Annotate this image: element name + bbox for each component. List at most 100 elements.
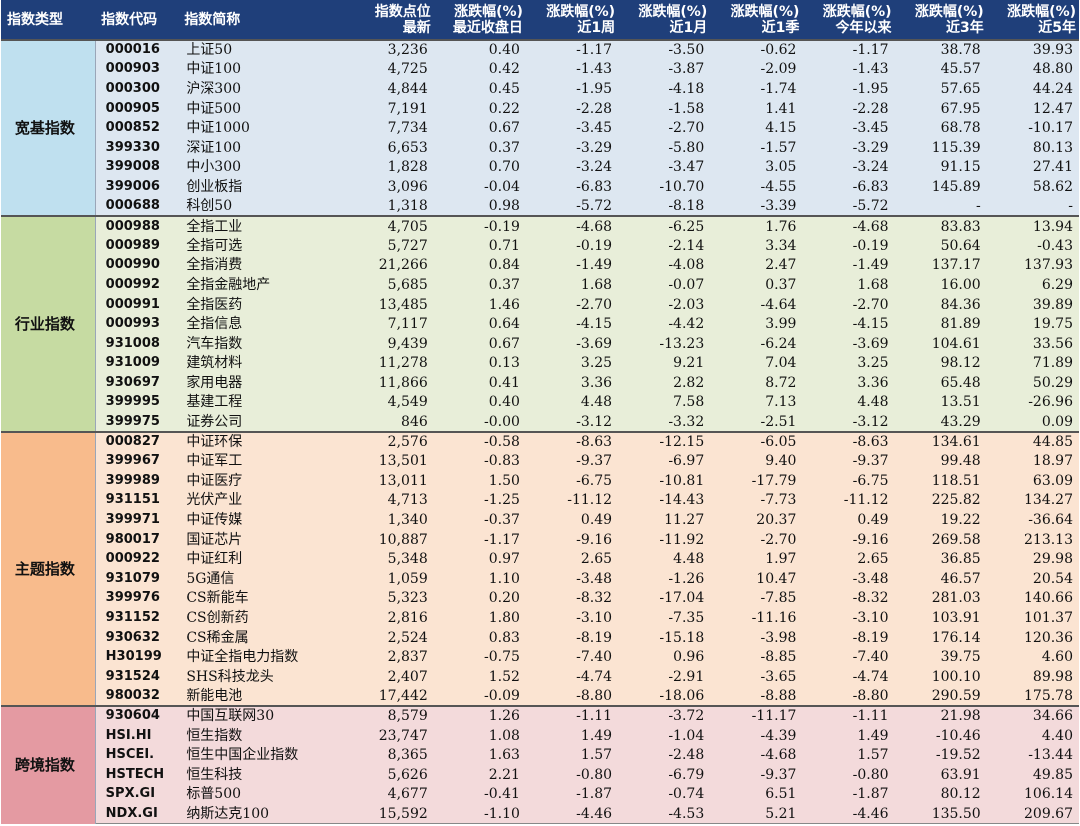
change-5y: 63.09: [1032, 472, 1073, 489]
change-3y: 21.98: [894, 705, 987, 726]
change-1m: -12.15: [618, 430, 711, 452]
change-1m: -1.58: [668, 100, 705, 117]
change-1w: 3.36: [580, 374, 613, 391]
change-ytd: -1.49: [852, 257, 889, 274]
table-row: 931151 光伏产业 4,713 -1.25 -11.12 -14.43 -7.73 -11…: [1, 490, 1079, 511]
change-1w: -9.37: [576, 453, 613, 470]
index-level: 11,278: [378, 355, 428, 372]
change-1m: -10.70: [659, 178, 705, 195]
change-1w: -3.24: [576, 159, 613, 176]
index-name: 沪深300: [186, 80, 242, 97]
change-last-close: 0.37: [488, 139, 520, 156]
change-ytd: -1.95: [852, 80, 889, 97]
table-row: 399330 深证100 6,653 0.37 -3.29 -5.80 -1.57 -3.29…: [1, 137, 1079, 158]
change-last-close: 0.64: [488, 316, 520, 333]
change-3y: 68.78: [940, 120, 981, 137]
change-last-close: 0.37: [488, 276, 520, 293]
change-last-close: 2.21: [488, 766, 520, 783]
index-name: CS创新药: [186, 610, 249, 627]
table-row: 931009 建筑材料 11,278 0.13 3.25 9.21 7.04 3.25 98.1…: [1, 353, 1079, 374]
change-last-close: 0.67: [488, 335, 520, 352]
index-name: 创业板指: [186, 178, 243, 195]
change-1q: -4.55: [760, 178, 797, 195]
change-1w: -1.43: [576, 61, 613, 78]
change-1q: 3.99: [765, 316, 797, 333]
table-row: 930632 CS稀金属 2,524 0.83 -8.19 -15.18 -3.98 -8.1…: [1, 627, 1079, 648]
change-3y: 135.50: [894, 804, 987, 825]
change-3y: -19.52: [935, 747, 981, 764]
index-code: 000989: [105, 237, 160, 253]
change-1m: -4.53: [618, 804, 711, 825]
index-code: 000688: [95, 196, 179, 217]
change-3y: 225.82: [931, 492, 981, 509]
change-last-close: 0.71: [488, 237, 520, 254]
header-label-line1: 指数代码: [101, 11, 158, 28]
index-code: 000016: [95, 39, 179, 60]
table-row: 399971 中证传媒 1,340 -0.37 0.49 11.27 20.37 0.49 19…: [1, 510, 1079, 530]
change-1m: -2.14: [668, 237, 705, 254]
change-5y: 137.93: [1024, 257, 1073, 274]
change-1q: -1.57: [760, 139, 797, 156]
change-3y: 290.59: [894, 686, 987, 707]
change-1q: -9.37: [760, 766, 797, 783]
change-1w: -2.70: [576, 296, 613, 313]
change-ytd: -6.83: [852, 178, 889, 195]
change-1q: -2.09: [760, 61, 797, 78]
index-code: SPX.GI: [105, 786, 156, 802]
change-5y: -: [986, 196, 1079, 217]
index-name: 中证红利: [186, 551, 243, 568]
header-label-line1: 指数简称: [184, 11, 241, 28]
change-1q: -8.88: [710, 686, 803, 707]
change-1w: -1.87: [576, 786, 613, 803]
change-1m: -10.81: [659, 472, 705, 489]
change-1q: -1.74: [760, 80, 797, 97]
index-name: 上证50: [178, 39, 342, 60]
change-last-close: -0.00: [433, 412, 526, 433]
change-ytd: -1.17: [802, 39, 895, 60]
change-3y: 50.64: [940, 237, 981, 254]
change-5y: 12.47: [1032, 100, 1073, 117]
change-last-close: 0.13: [488, 355, 520, 372]
change-3y: 45.57: [940, 61, 981, 78]
index-name: 恒生中国企业指数: [186, 747, 299, 764]
change-ytd: -4.46: [802, 804, 895, 825]
index-level: 2,837: [387, 649, 428, 666]
change-1q: -11.16: [751, 610, 797, 627]
index-name: 标普500: [186, 786, 242, 803]
index-level: 4,725: [387, 61, 428, 78]
index-code: 000990: [105, 257, 160, 273]
header-label-line2: 近5年: [1038, 19, 1076, 36]
table-row: 399967 中证军工 13,501 -0.83 -9.37 -6.97 9.40 -9.37…: [1, 451, 1079, 472]
table-row: 931524 SHS科技龙头 2,407 1.52 -4.74 -2.91 -3.65 -4.…: [1, 667, 1079, 687]
change-1m: -6.79: [668, 766, 705, 783]
change-1q: -2.70: [760, 531, 797, 548]
change-last-close: -0.58: [433, 430, 526, 452]
change-last-close: 0.40: [488, 394, 520, 411]
index-code: 000905: [105, 100, 160, 116]
index-code: 980032: [95, 686, 179, 707]
change-ytd: 2.65: [857, 551, 889, 568]
change-5y: 13.94: [986, 215, 1079, 236]
change-5y: 27.41: [1032, 159, 1073, 176]
index-level: 6,653: [387, 139, 428, 156]
index-name: 基建工程: [186, 394, 243, 411]
index-name: 中国互联网30: [178, 705, 342, 726]
change-1w: -8.80: [525, 686, 619, 707]
change-1w: -4.46: [525, 804, 619, 825]
index-level: 3,096: [387, 178, 428, 195]
change-1q: 2.47: [765, 257, 797, 274]
table-row: 000852 中证1000 7,734 0.67 -3.45 -2.70 4.15 -3.45…: [1, 118, 1079, 138]
change-ytd: -2.70: [852, 296, 889, 313]
change-1w: 1.68: [580, 276, 613, 293]
change-3y: 91.15: [940, 159, 981, 176]
index-code: 399008: [105, 159, 160, 175]
change-5y: -0.43: [1037, 237, 1073, 254]
index-code: 000988: [95, 215, 179, 236]
table-row: 000990 全指消费 21,266 0.84 -1.49 -4.08 2.47 -1.49 1…: [1, 255, 1079, 276]
change-ytd: 1.57: [857, 747, 889, 764]
change-last-close: -0.04: [484, 178, 520, 195]
change-last-close: -0.75: [484, 649, 520, 666]
change-3y: 43.29: [894, 412, 987, 433]
change-1q: 20.37: [756, 512, 797, 529]
category-cell: 跨境指数: [1, 705, 96, 824]
